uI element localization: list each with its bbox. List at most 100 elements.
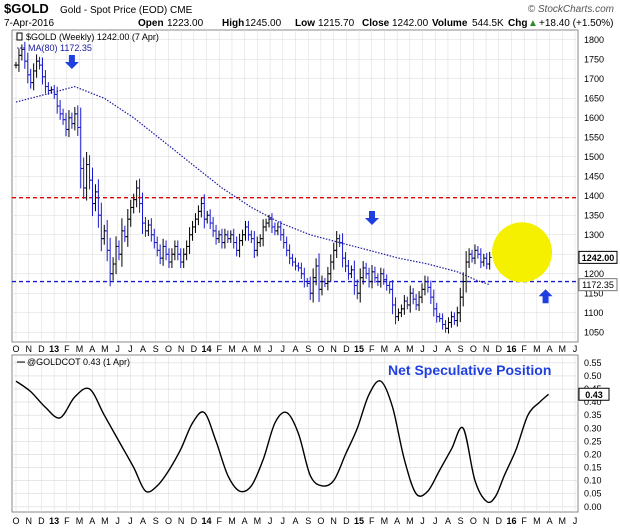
ohlc-bar (246, 220, 251, 241)
ohlc-bar (319, 275, 324, 296)
price-x-tick: M (381, 344, 389, 354)
price-tag-box (578, 250, 618, 264)
ohlc-bar (166, 248, 171, 269)
ohlc-bar (346, 259, 351, 280)
price-x-tick: A (445, 344, 451, 354)
ohlc-bar (31, 63, 36, 91)
ohlc-bar (231, 228, 236, 249)
ohlc-bar (161, 238, 166, 266)
ohlc-bar (440, 313, 445, 330)
ohlc-bar (399, 304, 404, 318)
price-y-tick: 1450 (584, 171, 604, 181)
cot-x-axis: O N D 13 F M A M J J A S O N D 14 F M A M J J A S O N D 15 F M A M J J A S O… (12, 516, 577, 526)
cot-y-tick: 0.30 (584, 423, 602, 433)
ohlc-bar (146, 219, 151, 237)
ohlc-bar (452, 312, 457, 325)
ohlc-bar (125, 209, 130, 247)
cot-x-tick: A (547, 516, 553, 526)
ohlc-bar (443, 320, 448, 333)
ohlc-bar (164, 240, 169, 261)
ohlc-bar (478, 248, 483, 269)
low-label: Low (295, 18, 315, 29)
price-x-tick: S (305, 344, 311, 354)
ohlc-bar (340, 233, 345, 268)
price-x-tick: F (217, 344, 223, 354)
ohlc-bar (331, 242, 336, 270)
cot-x-tick: M (381, 516, 389, 526)
price-x-tick: 15 (354, 344, 364, 354)
ohlc-bar (149, 218, 154, 242)
cot-x-tick: 13 (49, 516, 59, 526)
cot-y-axis: 0.000.050.100.150.200.250.300.350.400.45… (584, 358, 602, 512)
open-value: 1223.00 (167, 18, 204, 29)
price-y-tick: 1500 (584, 152, 604, 162)
cot-y-tick: 0.55 (584, 358, 602, 368)
ohlc-bar (455, 306, 460, 327)
price-y-tick: 1650 (584, 93, 604, 103)
price-bars (14, 41, 492, 334)
cot-x-tick: N (25, 516, 32, 526)
ohlc-bar (411, 288, 416, 305)
cot-x-tick: N (330, 516, 337, 526)
cot-x-tick: S (458, 516, 464, 526)
ohlc-bar (349, 265, 354, 279)
ohlc-bar (387, 281, 392, 294)
arrow-down (64, 55, 79, 70)
ohlc-bar (352, 260, 357, 295)
ohlc-bar (52, 84, 57, 100)
price-x-tick: 13 (49, 344, 59, 354)
cot-x-tick: A (394, 516, 400, 526)
price-legend: $GOLD (Weekly) 1242.00 (7 Apr) MA(80) 11… (16, 32, 159, 53)
cot-x-tick: J (420, 516, 425, 526)
price-arrows (64, 55, 553, 304)
cot-x-tick: F (369, 516, 375, 526)
ohlc-bar (169, 248, 174, 269)
price-tag-box (578, 278, 618, 292)
ohlc-bar (219, 228, 224, 249)
ohlc-bar (211, 217, 216, 237)
ohlc-bar (375, 273, 380, 286)
price-x-tick: N (330, 344, 337, 354)
price-tag-label: 1242.00 (582, 253, 615, 263)
cot-x-tick: S (153, 516, 159, 526)
price-x-tick: A (292, 344, 298, 354)
ohlc-bar (464, 251, 469, 293)
ma80-line (15, 85, 490, 286)
price-x-tick: M (76, 344, 84, 354)
ohlc-bar (299, 262, 304, 279)
price-x-tick: A (394, 344, 400, 354)
price-x-tick: J (420, 344, 425, 354)
ma80-path (15, 85, 490, 286)
ohlc-bar (305, 278, 310, 288)
price-x-tick: 14 (202, 344, 212, 354)
watermark: © StockCharts.com (528, 4, 614, 15)
ohlc-bar (249, 230, 254, 244)
ohlc-bar (105, 219, 110, 262)
ohlc-bar (175, 240, 180, 261)
price-y-tick: 1150 (584, 288, 603, 298)
price-x-tick: J (433, 344, 438, 354)
price-y-tick: 1750 (584, 54, 604, 64)
price-x-tick: F (369, 344, 375, 354)
ohlc-bar (272, 222, 277, 236)
price-y-tick: 1050 (584, 327, 604, 337)
cot-x-tick: D (496, 516, 503, 526)
price-x-tick: J (128, 344, 133, 354)
legend-cot: @GOLDCOT 0.43 (1 Apr) (27, 357, 130, 367)
ohlc-bar (317, 253, 322, 302)
ohlc-bar (208, 209, 213, 230)
ohlc-bar (43, 69, 48, 94)
ohlc-bar (293, 257, 298, 271)
ohlc-bar (34, 54, 39, 78)
ohlc-bar (16, 48, 21, 72)
ohlc-bar (199, 197, 204, 218)
cot-x-tick: O (317, 516, 324, 526)
cot-x-tick: S (305, 516, 311, 526)
cot-x-tick: O (12, 516, 19, 526)
ohlc-bar (234, 236, 239, 257)
ohlc-bar (461, 272, 466, 307)
ohlc-bar (46, 82, 51, 95)
ohlc-bar (119, 218, 124, 267)
high-value: 1245.00 (245, 18, 282, 29)
close-label: Close (362, 18, 390, 29)
